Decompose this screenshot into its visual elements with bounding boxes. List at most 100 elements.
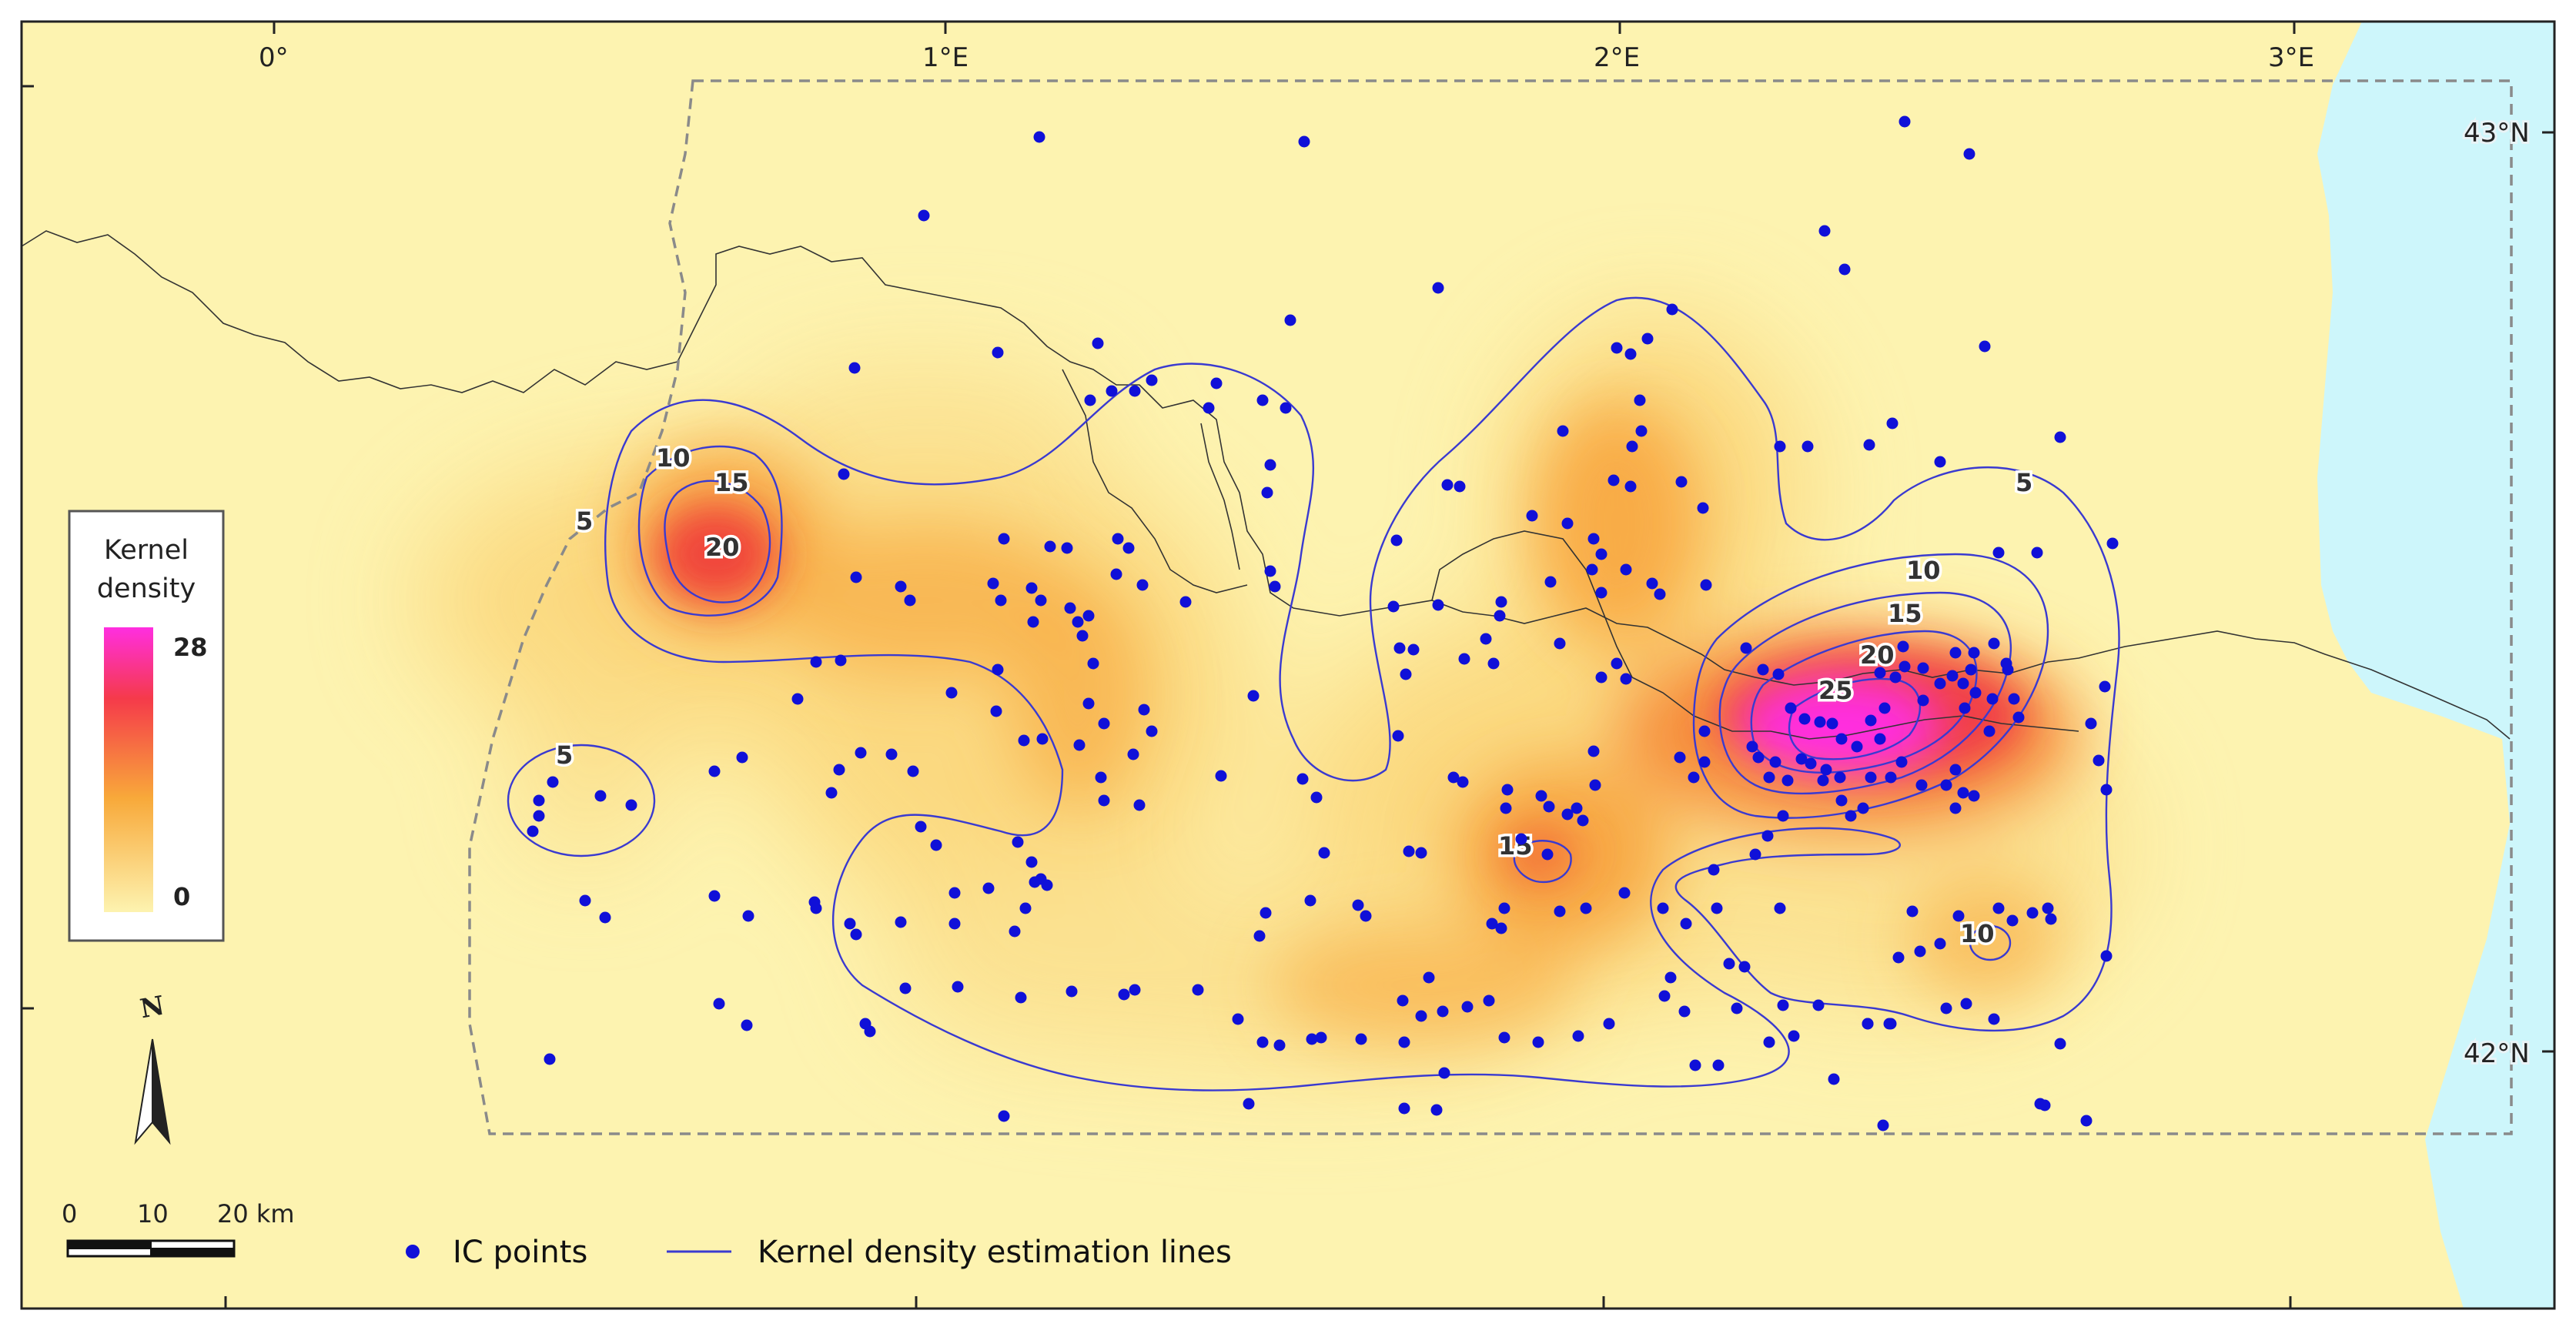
ic-point (1398, 1102, 1410, 1115)
ic-point (708, 890, 721, 902)
ic-point (945, 687, 958, 699)
ic-point (1689, 1059, 1701, 1071)
ic-point (899, 982, 912, 994)
ic-point (895, 916, 907, 928)
ic-point (1437, 1005, 1449, 1018)
ic-point (1064, 602, 1076, 614)
ic-point (1122, 542, 1135, 554)
ic-point (1495, 922, 1507, 934)
ic-point (2100, 784, 2113, 796)
ic-point (1495, 596, 1507, 608)
ic-point (1595, 548, 1607, 560)
ic-point (952, 981, 964, 993)
ic-point (1360, 910, 1372, 922)
ic-point (1098, 794, 1110, 807)
ic-point (1802, 440, 1814, 453)
ic-point (1415, 1010, 1427, 1022)
ic-point (1915, 779, 1928, 791)
longitude-label: 2°E (1594, 42, 1640, 73)
ic-point (1946, 670, 1959, 682)
ic-point (1577, 814, 1589, 827)
ic-point (1009, 925, 1021, 938)
ic-point (810, 656, 822, 668)
scale-bar-tick-label: 0 (62, 1199, 77, 1228)
ic-point (741, 1019, 753, 1031)
ic-point (1914, 945, 1926, 958)
ic-point (1586, 563, 1598, 576)
ic-point (1965, 664, 1977, 676)
study-area-boundary (468, 79, 2513, 1135)
ic-point (1438, 1067, 1450, 1079)
ic-point (844, 918, 856, 930)
ic-point (1934, 677, 1946, 690)
longitude-label: 0° (259, 42, 289, 73)
ic-point (1892, 951, 1905, 964)
ic-point (1763, 1036, 1775, 1048)
contour-label: 15 (1498, 831, 1533, 861)
ic-point (1571, 802, 1583, 814)
scale-bar-tick-label: 10 (137, 1199, 169, 1228)
ic-point (1264, 565, 1276, 577)
ic-point (1788, 1030, 1800, 1042)
ic-point (1544, 576, 1557, 588)
ic-point (1828, 1073, 1840, 1085)
ic-point (1092, 337, 1104, 349)
kernel-density-contours (507, 296, 2120, 1091)
ic-point (1611, 342, 1623, 354)
ic-point (1674, 751, 1686, 764)
ic-point (1957, 677, 1969, 690)
ic-point (992, 346, 1004, 359)
ic-point (1498, 1031, 1510, 1044)
ic-point (2080, 1115, 2093, 1127)
ic-point (1398, 1036, 1410, 1048)
ic-point (1906, 905, 1919, 918)
ic-point (848, 362, 861, 374)
ic-point (1749, 848, 1761, 861)
ic-point (1838, 263, 1851, 276)
ic-point (1390, 534, 1403, 547)
ic-point (1963, 148, 1975, 160)
ic-point (579, 894, 591, 907)
contour-label: 10 (1906, 556, 1941, 585)
ic-point (1133, 799, 1146, 811)
ic-point (1264, 459, 1276, 471)
ic-point (2100, 950, 2113, 962)
ic-point (625, 799, 637, 811)
ic-point (1774, 902, 1786, 914)
ic-point (1886, 417, 1899, 430)
ic-point (1561, 517, 1574, 530)
ic-point (1777, 999, 1789, 1011)
ic-point (1587, 533, 1600, 545)
ic-point (1752, 751, 1765, 764)
ic-point (1352, 899, 1364, 911)
ic-point (1626, 440, 1638, 453)
ic-point (1772, 668, 1785, 680)
ic-point (1646, 577, 1658, 590)
ic-point (1587, 745, 1600, 757)
ic-point (1073, 739, 1086, 751)
ic-point (1072, 616, 1084, 628)
ic-point (1561, 808, 1574, 821)
ic-point (1795, 753, 1808, 765)
ic-point (1273, 1039, 1286, 1051)
ic-point (1112, 533, 1124, 545)
ic-point (1483, 994, 1495, 1007)
ic-points-layer (527, 115, 2119, 1131)
ic-point (1698, 725, 1711, 737)
ic-point (1835, 794, 1848, 807)
ic-point (1874, 667, 1886, 679)
ic-point (1940, 779, 1952, 791)
ic-point (1304, 894, 1316, 907)
ic-point (895, 580, 907, 593)
contour-label: 5 (556, 740, 573, 770)
ic-point (1968, 647, 1980, 659)
north-arrow-label: N (138, 991, 167, 1025)
ic-point (1968, 790, 1980, 802)
ic-point (1658, 990, 1671, 1002)
ic-point (1106, 385, 1118, 397)
ic-point (1814, 716, 1826, 728)
ic-point (1712, 1059, 1725, 1071)
ic-point (1711, 902, 1723, 914)
ic-point (1203, 402, 1215, 414)
ic-point (864, 1025, 876, 1038)
